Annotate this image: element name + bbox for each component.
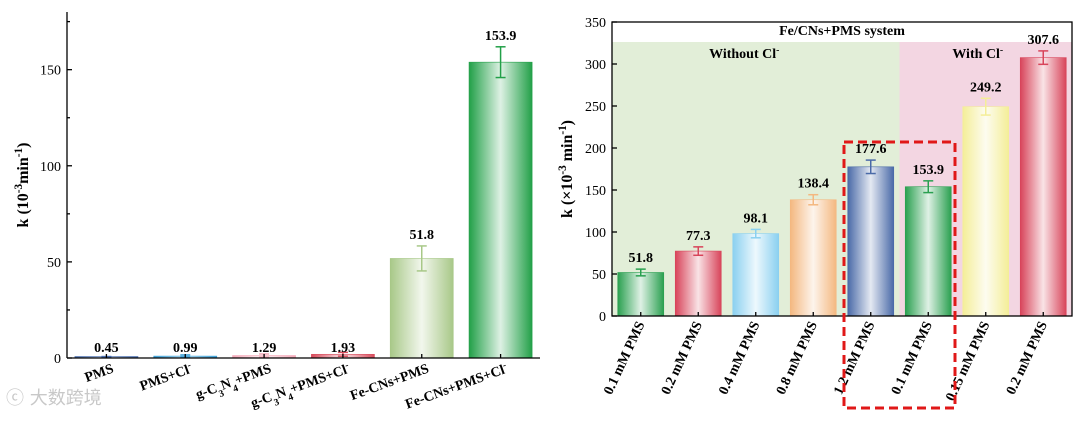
bar: [962, 106, 1010, 317]
y-axis-label: k (10-3min-1): [13, 143, 32, 228]
tick-label-y: 150: [40, 64, 61, 79]
tick-label-x: 0.1 mM PMS: [601, 319, 648, 397]
error-bar: [416, 245, 427, 272]
axes: [611, 21, 1073, 317]
tick-label-x: 0.1 mM PMS: [889, 319, 936, 397]
tick-label-y: 50: [47, 256, 61, 271]
tick-label-y: 100: [40, 160, 61, 175]
watermark: ⓒ 大数跨境: [6, 384, 102, 410]
tick-label-y: 0: [54, 352, 61, 367]
bar: [847, 166, 895, 317]
error-bar: [980, 97, 991, 116]
error-bar: [1038, 50, 1049, 66]
tick-label-x: 0.2 mM PMS: [1004, 319, 1051, 397]
data-label: 249.2: [970, 80, 1002, 95]
tick-label-y: 100: [585, 226, 606, 241]
watermark-text: 大数跨境: [29, 388, 102, 409]
left-chart: 0.45PMS0.99PMS+Cl-1.29g-C3N4+PMS1.93g-C3…: [13, 12, 540, 413]
bar: [1019, 57, 1067, 317]
data-label: 177.6: [855, 142, 887, 157]
tick-label-x: 0.8 mM PMS: [774, 319, 821, 397]
data-label: 51.8: [410, 228, 435, 243]
region-label-without-cl: Without Cl-: [709, 45, 779, 63]
bar: [468, 61, 533, 359]
region-label-with-cl: With Cl-: [952, 45, 1003, 63]
tick-label-y: 350: [585, 16, 606, 31]
bar: [789, 199, 837, 317]
error-bar: [865, 159, 876, 175]
chart-title: Fe/CNs+PMS system: [779, 24, 905, 39]
error-bar: [808, 193, 819, 206]
tick-label-x: PMS+Cl-: [137, 359, 194, 394]
bar: [674, 250, 722, 317]
right-chart: Without Cl- With Cl- Fe/CNs+PMS system 51.8…: [557, 16, 1073, 410]
axes: [66, 12, 540, 359]
tick-label-y: 0: [599, 310, 606, 325]
data-label: 98.1: [744, 211, 769, 226]
bar: [732, 233, 780, 317]
error-bar: [635, 268, 646, 277]
error-bar: [923, 180, 934, 194]
bar: [617, 272, 665, 317]
tick-label-x: 0.2 mM PMS: [659, 319, 706, 397]
tick-label-y: 250: [585, 100, 606, 115]
watermark-logo-icon: ⓒ: [6, 388, 24, 409]
y-axis-label: k (×10-3 min-1): [557, 120, 576, 218]
data-label: 1.93: [331, 341, 356, 356]
error-bar: [495, 46, 506, 79]
tick-label-y: 50: [592, 268, 606, 283]
data-label: 1.29: [252, 341, 277, 356]
error-bar: [750, 228, 761, 239]
data-label: 153.9: [913, 163, 945, 178]
error-bar: [693, 246, 704, 257]
tick-label-x: 0.4 mM PMS: [716, 319, 763, 397]
data-label: 77.3: [686, 229, 711, 244]
tick-label-y: 200: [585, 142, 606, 157]
data-label: 0.99: [173, 341, 198, 356]
tick-label-x: PMS: [83, 362, 116, 386]
highlight-box: [842, 140, 957, 410]
data-label: 138.4: [798, 177, 830, 192]
bar: [389, 258, 454, 359]
tick-label-x: 1.2 mM PMS: [831, 319, 878, 397]
tick-label-x: 0.15 mM PMS: [943, 319, 993, 403]
tick-label-y: 300: [585, 58, 606, 73]
tick-label-y: 150: [585, 184, 606, 199]
bar: [904, 186, 952, 317]
data-label: 51.8: [629, 251, 654, 266]
data-label: 307.6: [1028, 33, 1060, 48]
data-label: 0.45: [94, 341, 119, 356]
data-label: 153.9: [485, 29, 517, 44]
